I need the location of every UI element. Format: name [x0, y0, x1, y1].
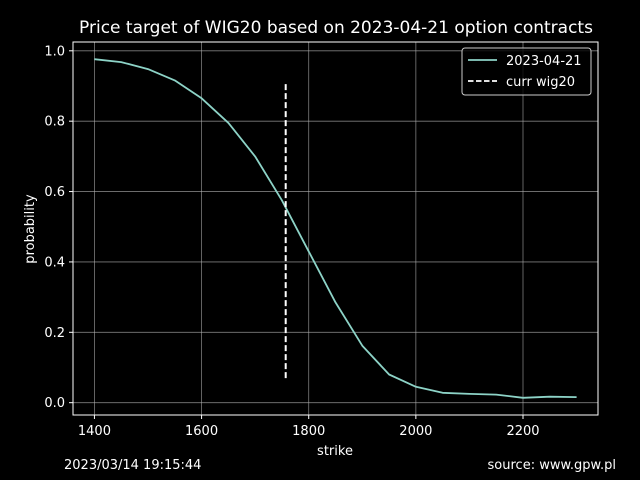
y-tick-label: 0.0 — [44, 396, 65, 411]
y-tick-label: 0.6 — [44, 185, 65, 200]
y-tick-label: 0.2 — [44, 326, 65, 341]
timestamp: 2023/03/14 19:15:44 — [64, 458, 202, 473]
x-tick-label: 2000 — [399, 424, 432, 439]
axes-frame — [72, 41, 599, 416]
x-tick-label: 1800 — [292, 424, 325, 439]
x-tick-label: 2200 — [506, 424, 539, 439]
y-tick-label: 0.8 — [44, 115, 65, 130]
data-series — [94, 58, 577, 399]
legend-label-curr-wig20: curr wig20 — [506, 75, 575, 90]
y-tick-label: 0.4 — [44, 255, 65, 270]
legend: 2023-04-21 curr wig20 — [461, 47, 592, 96]
axis-ticks: 1400 1600 1800 2000 2200 0.0 0.2 0.4 0.6 0.8 1.0 — [44, 44, 539, 439]
source-credit: source: www.gpw.pl — [487, 458, 616, 473]
y-axis-label: probability — [23, 194, 38, 264]
series-line-2023-04-21 — [94, 58, 577, 399]
chart-title: Price target of WIG20 based on 2023-04-2… — [79, 18, 593, 38]
legend-label-2023-04-21: 2023-04-21 — [506, 54, 582, 69]
y-tick-label: 1.0 — [44, 44, 65, 59]
x-tick-label: 1400 — [78, 424, 111, 439]
x-axis-label: strike — [317, 444, 353, 459]
x-tick-label: 1600 — [185, 424, 218, 439]
grid-lines — [73, 42, 598, 415]
